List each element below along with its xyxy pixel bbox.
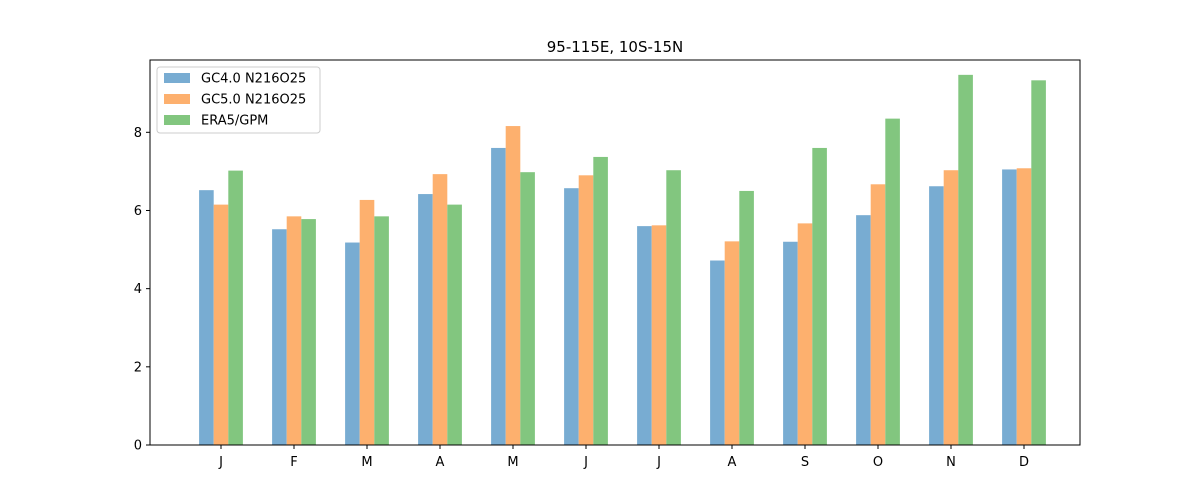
y-tick-label: 8 (134, 126, 142, 141)
chart-title: 95-115E, 10S-15N (547, 38, 683, 56)
bar-3-8 (739, 190, 754, 445)
bar-2-4 (432, 174, 448, 446)
bar-2-9 (797, 223, 813, 445)
legend-swatch (164, 115, 190, 125)
y-tick-label: 4 (134, 282, 142, 297)
y-tick-label: 2 (134, 360, 142, 375)
bar-3-1 (228, 170, 243, 446)
bar-1-9 (783, 241, 798, 445)
x-tick-label: M (507, 455, 518, 470)
x-tick-label: D (1019, 455, 1029, 470)
bar-1-11 (929, 186, 944, 446)
bar-3-2 (301, 219, 316, 445)
x-tick-label: A (728, 455, 737, 470)
bar-3-12 (1031, 80, 1046, 445)
bar-1-2 (272, 229, 287, 445)
bar-3-7 (666, 170, 681, 446)
bar-3-5 (520, 172, 535, 445)
plot-frame (149, 59, 1081, 446)
bar-1-8 (710, 260, 725, 445)
bar-2-10 (870, 184, 886, 445)
legend-label: ERA5/GPM (201, 114, 268, 129)
y-tick-label: 6 (134, 204, 142, 219)
bar-3-6 (593, 156, 608, 445)
bar-1-10 (856, 215, 871, 445)
legend-swatch (164, 73, 190, 83)
x-tick-label: J (656, 455, 661, 470)
bars-group (199, 74, 1046, 446)
x-tick-label: J (218, 455, 223, 470)
bar-3-9 (812, 147, 827, 446)
x-tick-label: N (946, 455, 956, 470)
bar-2-5 (505, 126, 521, 445)
legend-label: GC4.0 N216O25 (201, 72, 306, 87)
y-axis: 0 2 4 6 8 (134, 126, 150, 454)
bar-1-1 (199, 190, 214, 445)
bar-2-3 (359, 199, 375, 445)
bar-1-12 (1002, 169, 1017, 445)
bar-2-12 (1016, 168, 1032, 445)
bar-2-2 (286, 216, 302, 445)
bar-1-3 (345, 242, 360, 445)
bar-3-4 (447, 204, 462, 445)
bar-1-6 (564, 188, 579, 445)
bar-2-1 (213, 204, 229, 445)
bar-2-6 (578, 175, 594, 445)
bar-3-11 (958, 74, 973, 446)
bar-2-8 (724, 241, 740, 445)
bar-3-10 (885, 118, 900, 445)
bar-1-7 (637, 226, 652, 445)
x-tick-label: J (583, 455, 588, 470)
bar-3-3 (374, 216, 389, 445)
x-tick-label: M (361, 455, 372, 470)
bar-1-5 (491, 147, 506, 446)
y-tick-label: 0 (134, 439, 142, 454)
legend-box (156, 66, 321, 134)
bar-2-11 (943, 170, 959, 446)
x-tick-label: O (873, 455, 883, 470)
legend-swatch (164, 94, 190, 104)
legend: GC4.0 N216O25 GC5.0 N216O25 ERA5/GPM (156, 66, 321, 134)
x-tick-label: F (290, 455, 297, 470)
x-tick-label: S (801, 455, 809, 470)
bar-1-4 (418, 194, 433, 445)
legend-label: GC5.0 N216O25 (201, 93, 306, 108)
x-tick-label: A (436, 455, 445, 470)
bar-2-7 (651, 225, 667, 445)
